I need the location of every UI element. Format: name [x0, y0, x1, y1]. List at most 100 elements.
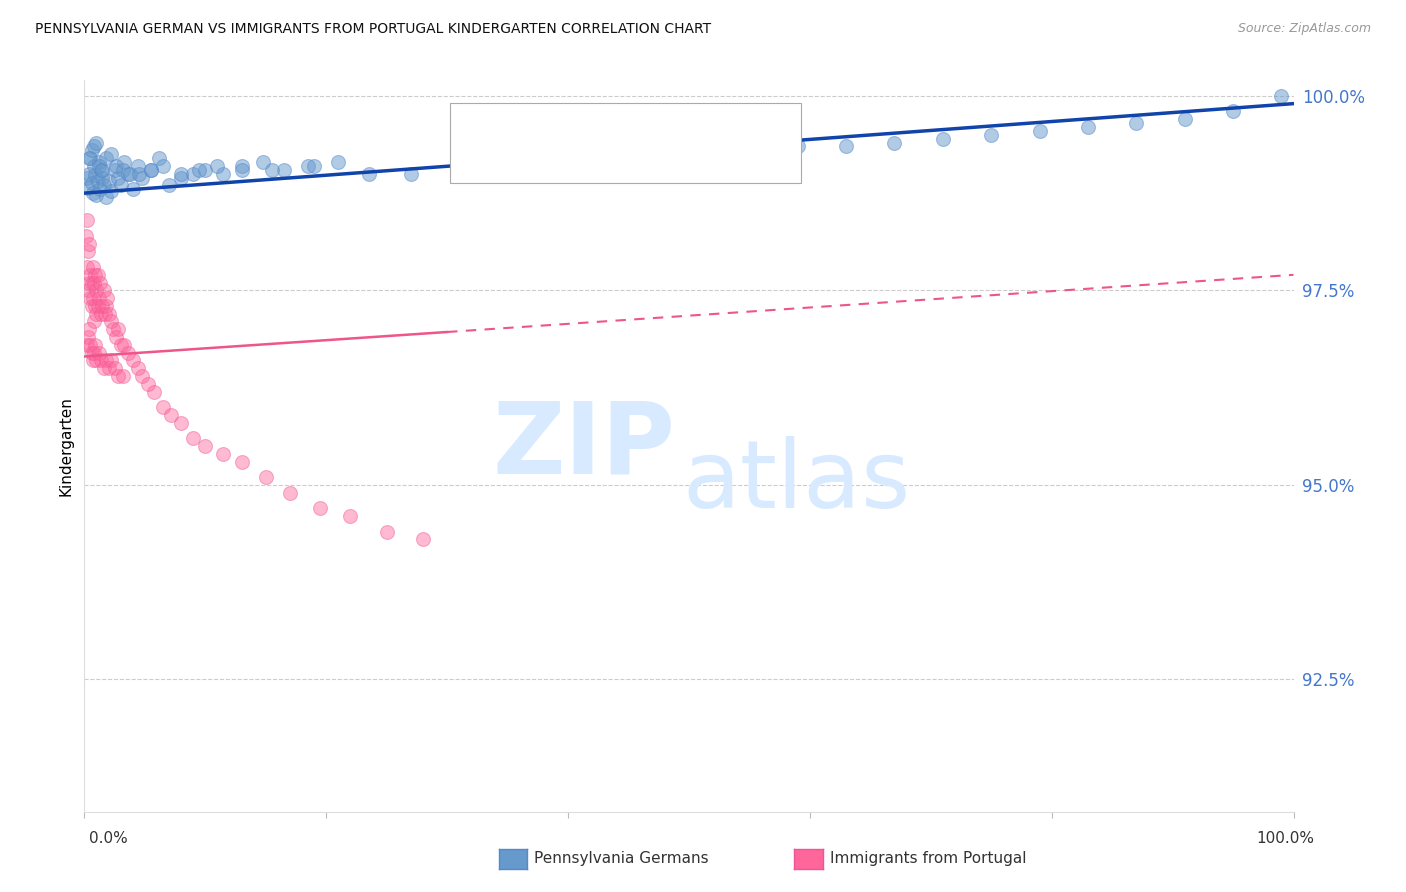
Point	[138, 376, 160, 391]
Point	[107, 170, 129, 185]
Point	[112, 155, 135, 169]
Point	[194, 439, 217, 453]
Point	[103, 322, 125, 336]
Point	[231, 454, 253, 468]
Point	[273, 162, 295, 177]
Point	[86, 188, 108, 202]
Point	[835, 139, 858, 153]
Text: ZIP: ZIP	[492, 398, 675, 494]
Point	[77, 236, 100, 251]
Point	[83, 159, 105, 173]
Point	[544, 151, 567, 165]
Point	[94, 353, 117, 368]
Point	[1174, 112, 1197, 127]
Point	[412, 533, 434, 547]
Point	[357, 167, 380, 181]
Point	[112, 162, 135, 177]
Text: 0.0%: 0.0%	[89, 831, 128, 846]
Point	[82, 260, 104, 274]
Point	[75, 228, 97, 243]
Point	[127, 159, 149, 173]
Point	[89, 182, 111, 196]
Point	[87, 291, 110, 305]
Text: R = 0.082: R = 0.082	[502, 148, 600, 166]
Point	[120, 167, 142, 181]
Point	[117, 167, 139, 181]
Point	[93, 178, 115, 193]
Point	[375, 524, 398, 539]
Point	[77, 322, 100, 336]
Point	[980, 128, 1002, 142]
Point	[212, 167, 235, 181]
Point	[690, 151, 713, 165]
Point	[77, 167, 100, 181]
Point	[131, 368, 153, 383]
Point	[86, 307, 108, 321]
Point	[80, 345, 103, 359]
Point	[79, 291, 101, 305]
Point	[84, 268, 107, 282]
Point	[84, 338, 107, 352]
Point	[86, 268, 108, 282]
Point	[83, 314, 105, 328]
Point	[152, 159, 174, 173]
Point	[139, 162, 162, 177]
Point	[90, 307, 112, 321]
Point	[79, 151, 101, 165]
Point	[96, 291, 118, 305]
Point	[157, 178, 180, 193]
Point	[339, 509, 361, 524]
Point	[117, 345, 139, 359]
Point	[93, 361, 115, 376]
Point	[100, 353, 122, 368]
Point	[121, 353, 143, 368]
Point	[89, 276, 111, 290]
Point	[207, 159, 229, 173]
Point	[883, 136, 905, 150]
Point	[86, 353, 108, 368]
Point	[260, 162, 283, 177]
Point	[76, 170, 98, 185]
Point	[297, 159, 319, 173]
Text: atlas: atlas	[682, 435, 910, 528]
Point	[83, 276, 105, 290]
Text: R = 0.595: R = 0.595	[502, 116, 600, 134]
Text: Source: ZipAtlas.com: Source: ZipAtlas.com	[1237, 22, 1371, 36]
Point	[77, 180, 100, 194]
Point	[309, 501, 332, 516]
Point	[143, 384, 166, 399]
Point	[80, 144, 103, 158]
Point	[1077, 120, 1099, 134]
Point	[76, 213, 98, 227]
Point	[77, 151, 100, 165]
Point	[94, 307, 117, 321]
Point	[107, 322, 129, 336]
Point	[80, 299, 103, 313]
Point	[110, 338, 132, 352]
Point	[786, 139, 808, 153]
Point	[79, 338, 101, 352]
Point	[100, 184, 122, 198]
Point	[86, 174, 108, 188]
Point	[254, 470, 277, 484]
Point	[76, 338, 98, 352]
Point	[82, 186, 104, 200]
Point	[1125, 116, 1147, 130]
Point	[212, 447, 235, 461]
Point	[170, 170, 193, 185]
Point	[86, 136, 108, 150]
Point	[84, 299, 107, 313]
Point	[449, 151, 471, 165]
Point	[231, 159, 253, 173]
Point	[90, 353, 112, 368]
Point	[170, 416, 193, 430]
Point	[97, 174, 120, 188]
Point	[112, 368, 135, 383]
Point	[181, 167, 204, 181]
Point	[87, 155, 110, 169]
Point	[148, 151, 170, 165]
Text: Immigrants from Portugal: Immigrants from Portugal	[830, 851, 1026, 865]
Point	[104, 162, 127, 177]
Point	[86, 284, 108, 298]
Point	[86, 299, 108, 313]
